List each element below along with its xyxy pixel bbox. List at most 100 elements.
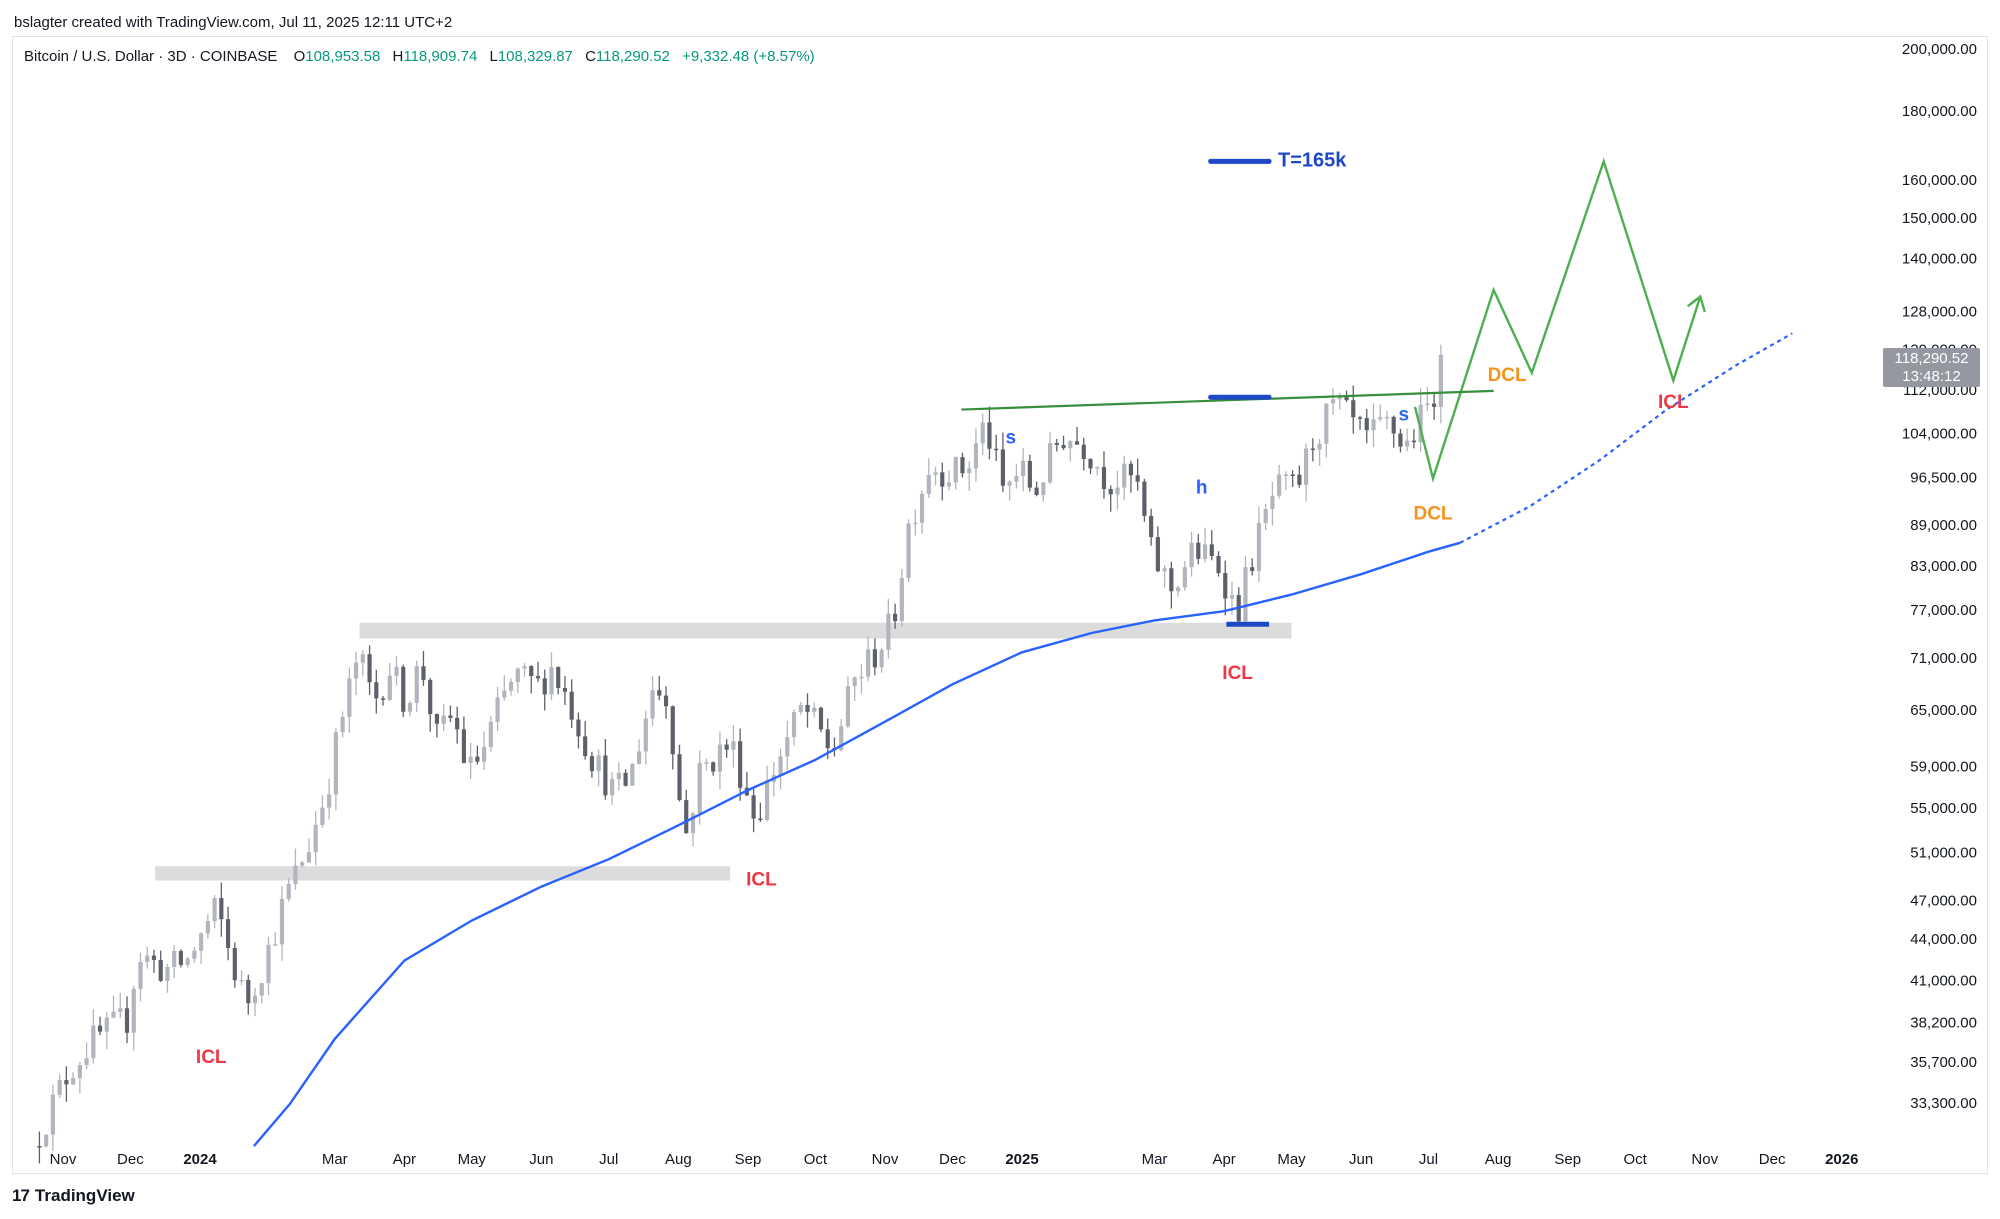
last-price-tag: 118,290.52 13:48:12 (1883, 348, 1980, 387)
candle-body (219, 898, 224, 920)
candle-body (475, 756, 480, 762)
candle (1277, 464, 1282, 499)
candle-body (1176, 587, 1181, 592)
candle-body (488, 721, 493, 747)
candle-body (1324, 403, 1329, 444)
high-label: H (392, 48, 404, 65)
candle (677, 744, 682, 802)
candle-body (1202, 544, 1208, 559)
candle-body (1081, 444, 1086, 459)
candle-body (576, 719, 581, 737)
candle (64, 1066, 69, 1102)
candle-body (562, 687, 568, 692)
candle-body (1351, 400, 1356, 418)
candle-body (1101, 467, 1107, 490)
candle (1108, 485, 1113, 512)
candle-body (535, 676, 541, 679)
candle-body (1155, 537, 1160, 572)
candle-body (677, 754, 682, 800)
candle (872, 638, 877, 676)
candle (1378, 404, 1383, 422)
candle-body (1034, 487, 1039, 495)
candle-body (1061, 445, 1066, 449)
candle (529, 665, 534, 694)
candle-body (1432, 403, 1437, 407)
candle (623, 769, 628, 787)
candle (482, 731, 487, 771)
candle-body (1142, 481, 1147, 516)
price-tick-label: 59,000.00 (1910, 759, 1977, 776)
candle (1095, 466, 1100, 476)
candle-body (347, 678, 352, 717)
candle-body (1405, 440, 1410, 447)
candle-body (1014, 476, 1019, 482)
candle (1202, 527, 1208, 563)
candle-body (1256, 522, 1262, 571)
candle (428, 677, 433, 732)
candle (407, 700, 413, 717)
time-tick-label: Dec (939, 1151, 966, 1168)
tradingview-logo-icon: 17 (12, 1186, 30, 1205)
candle-body (1337, 396, 1342, 400)
price-tick-label: 180,000.00 (1902, 103, 1977, 120)
candle-body (1162, 568, 1167, 572)
candle (306, 838, 312, 863)
candle (542, 669, 547, 711)
candle-body (522, 666, 527, 669)
candle (1162, 565, 1167, 588)
projection-path (1413, 157, 1702, 483)
candle-body (738, 741, 743, 788)
candle (515, 667, 520, 693)
open-label: O (293, 48, 306, 65)
candle (650, 675, 655, 726)
indicator-lines (252, 157, 1793, 1147)
candle-body (165, 967, 170, 981)
candle (1041, 481, 1046, 502)
tradingview-logo[interactable]: 17 TradingView (12, 1186, 135, 1206)
candle (926, 458, 931, 498)
candle-body (374, 682, 379, 699)
candle (44, 1134, 49, 1148)
candle-body (172, 951, 177, 968)
price-tick-label: 44,000.00 (1910, 931, 1977, 948)
candle (97, 1016, 103, 1036)
candle-body (529, 666, 534, 677)
candle (1021, 447, 1026, 492)
candle-body (960, 457, 965, 474)
candle-body (441, 715, 446, 724)
candle-body (704, 762, 709, 764)
candle (906, 519, 911, 583)
candle-body (428, 679, 433, 715)
candle-body (448, 715, 453, 718)
candle (731, 724, 736, 768)
candle (933, 466, 938, 486)
candle-body (973, 443, 979, 469)
candle-body (91, 1025, 96, 1059)
close-value: 118,290.52 (595, 48, 670, 65)
candle (610, 772, 615, 805)
time-tick-label: Aug (665, 1151, 692, 1168)
annotation-icl-3: ICL (746, 870, 777, 891)
candle-body (327, 794, 332, 808)
candle-body (185, 958, 190, 965)
candle-body (64, 1080, 69, 1085)
time-tick-label: Jun (1349, 1151, 1373, 1168)
candle-body (866, 649, 871, 677)
candle-body (293, 865, 298, 885)
candle-body (367, 654, 372, 683)
candle (468, 742, 473, 779)
candle (946, 470, 952, 491)
time-tick-label: 2026 (1825, 1151, 1858, 1168)
candle-body (1384, 416, 1390, 419)
candle (1310, 438, 1315, 462)
candle-body (495, 697, 500, 722)
candle (1405, 428, 1410, 452)
candle (1337, 392, 1342, 410)
candle (967, 461, 972, 491)
candle (266, 936, 271, 996)
candle-body (610, 779, 615, 796)
candle-body (286, 884, 291, 899)
candle (374, 669, 379, 714)
candle-body (104, 1017, 109, 1032)
